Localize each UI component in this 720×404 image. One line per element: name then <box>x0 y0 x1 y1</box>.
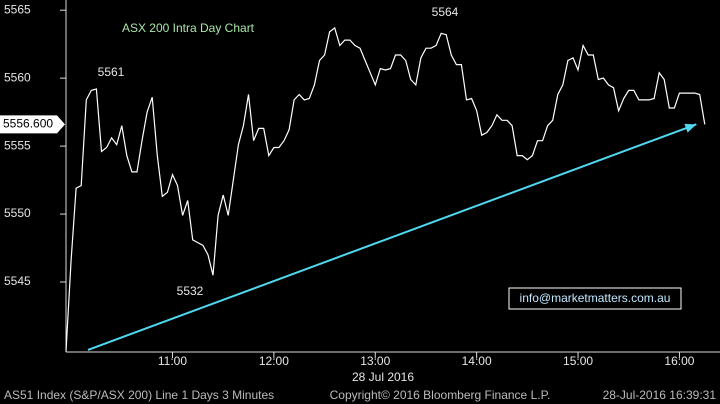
last-price-label: 5556.600 <box>3 117 53 131</box>
x-tick-label: 16:00 <box>664 354 694 368</box>
y-tick-label: 5555 <box>4 138 31 152</box>
footer-left: AS51 Index (S&P/ASX 200) Line 1 Days 3 M… <box>4 388 274 402</box>
trend-arrowhead <box>684 123 697 133</box>
y-tick-label: 5545 <box>4 274 31 288</box>
chart-title: ASX 200 Intra Day Chart <box>122 21 255 35</box>
y-tick-label: 5550 <box>4 206 31 220</box>
last-price-tag <box>0 115 65 134</box>
x-tick-label: 15:00 <box>563 354 593 368</box>
y-tick-label: 5560 <box>4 70 31 84</box>
annotation: 5564 <box>432 5 459 19</box>
footer-bar <box>0 386 720 404</box>
x-tick-label: 13:00 <box>360 354 390 368</box>
x-axis-label: 28 Jul 2016 <box>352 370 414 384</box>
annotation: 5532 <box>177 284 204 298</box>
contact-text: info@marketmatters.com.au <box>520 291 671 305</box>
x-tick-label: 14:00 <box>462 354 492 368</box>
y-tick-label: 5565 <box>4 2 31 16</box>
trend-line <box>87 123 697 351</box>
x-tick-label: 11:00 <box>158 354 187 368</box>
x-tick-label: 12:00 <box>259 354 289 368</box>
annotation: 5561 <box>98 65 125 79</box>
price-line <box>65 26 706 352</box>
footer-center: Copyright© 2016 Bloomberg Finance L.P. <box>330 388 551 402</box>
contact-box <box>508 287 682 310</box>
footer-right: 28-Jul-2016 16:39:31 <box>603 388 717 402</box>
